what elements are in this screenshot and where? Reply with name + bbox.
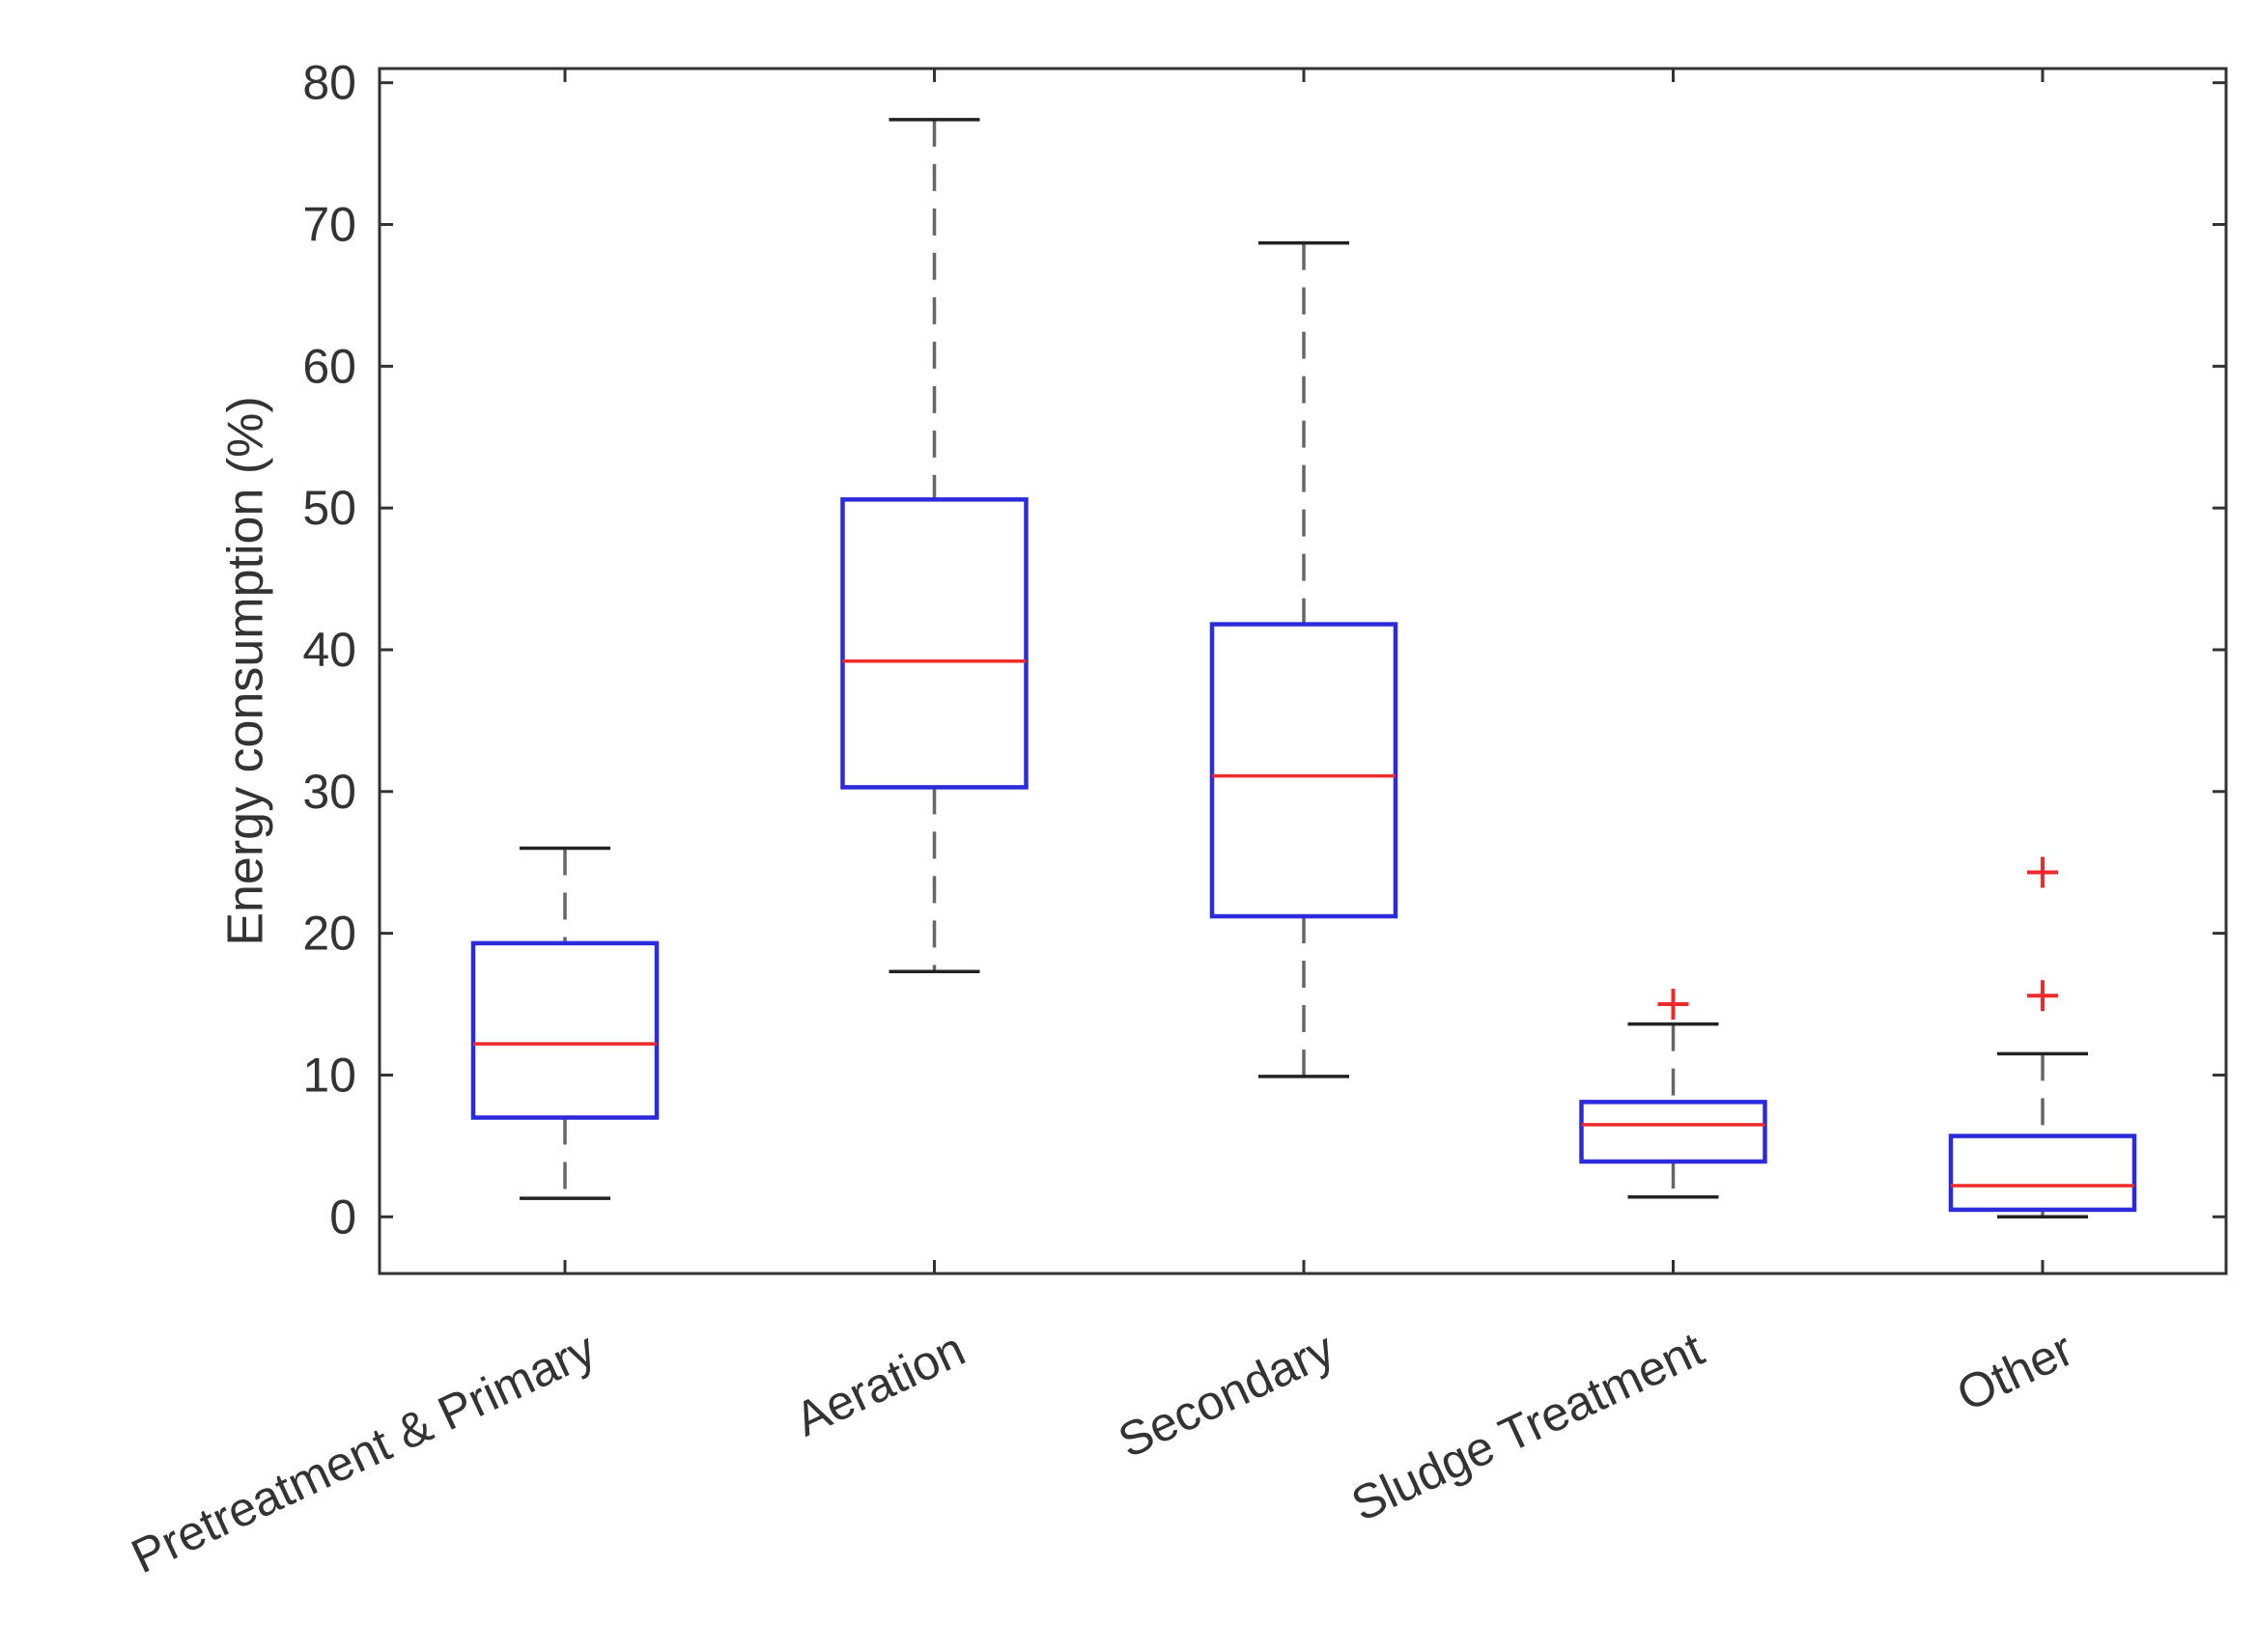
box-group xyxy=(1209,240,1398,1078)
y-tick-label: 60 xyxy=(302,339,356,393)
iqr-box xyxy=(840,497,1029,790)
outlier-marker xyxy=(1657,989,1689,1021)
iqr-box xyxy=(1948,1134,2137,1213)
y-axis-label: Energy consumption (%) xyxy=(218,396,274,945)
box-series xyxy=(470,118,2137,1219)
box-group xyxy=(840,118,1029,974)
outlier-marker xyxy=(2027,980,2058,1012)
y-tick-label: 40 xyxy=(302,623,356,677)
y-axis: 0 10 20 30 40 50 60 70 80 xyxy=(302,56,2226,1244)
y-tick-label: 30 xyxy=(302,765,356,819)
iqr-box xyxy=(1579,1100,1767,1164)
iqr-box xyxy=(470,940,660,1120)
box-group xyxy=(1579,989,1767,1199)
iqr-box xyxy=(1209,622,1398,919)
y-tick-label: 50 xyxy=(302,481,356,535)
y-tick-label: 80 xyxy=(302,56,356,110)
y-tick-label: 10 xyxy=(302,1048,356,1102)
box-group xyxy=(1948,856,2137,1219)
y-tick-label: 0 xyxy=(329,1190,356,1244)
y-tick-label: 20 xyxy=(302,907,356,961)
outlier-marker xyxy=(2027,856,2058,888)
box-group xyxy=(470,846,660,1200)
y-tick-label: 70 xyxy=(302,198,356,252)
